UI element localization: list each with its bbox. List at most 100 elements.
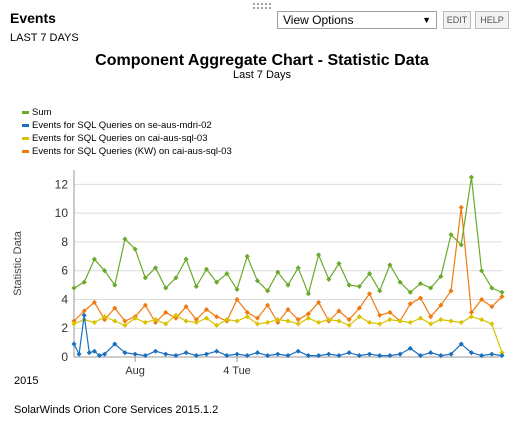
data-point [254,278,260,284]
data-point [448,318,454,324]
data-point [305,353,311,359]
data-point [316,319,322,326]
data-point [275,269,281,275]
data-point [102,351,108,357]
data-point [336,318,342,324]
data-point [275,319,281,326]
data-point [458,204,464,210]
data-point [91,319,97,326]
y-tick-label: 4 [61,292,68,306]
data-point [295,348,301,354]
year-label: 2015 [14,375,39,387]
legend-swatch [22,124,29,127]
resource-subtitle: LAST 7 DAYS [10,32,79,44]
data-point [81,279,87,285]
data-point [438,353,444,359]
data-point [387,309,393,315]
legend-label: Events for SQL Queries (KW) on cai-aus-s… [32,146,232,157]
edit-button[interactable]: EDIT [443,11,471,29]
data-point [346,350,352,356]
data-point [366,351,373,357]
data-point [163,321,169,327]
data-point [326,351,332,357]
data-point [122,318,128,324]
data-point [244,253,250,259]
data-point [499,289,505,295]
data-point [295,265,301,271]
data-point [224,271,230,277]
data-point [448,232,454,238]
data-point [152,317,159,323]
data-point [234,351,240,357]
data-point [81,308,87,314]
data-point [224,353,230,359]
data-point [336,308,342,314]
data-point [366,291,373,297]
data-point [275,317,281,323]
legend-swatch [22,150,29,153]
data-point [489,351,495,357]
data-point [203,351,210,357]
data-point [316,252,322,258]
view-options-dropdown[interactable]: View Options ▼ [277,11,437,29]
data-point [336,260,342,267]
data-point [417,315,424,321]
data-point [234,296,240,303]
drag-handle[interactable] [252,2,272,10]
data-point [397,351,403,357]
data-point [183,256,189,262]
data-point [448,351,454,357]
data-point [203,306,210,313]
data-point [295,321,301,327]
data-point [387,353,393,359]
data-point [244,314,250,320]
data-point [193,283,199,290]
data-point [479,317,485,323]
data-point [132,246,138,252]
data-point [417,281,424,287]
data-point [468,350,474,356]
data-point [499,350,505,356]
y-tick-label: 10 [55,206,69,220]
data-point [224,317,230,323]
data-point [407,319,413,326]
data-point [356,314,362,320]
data-point [489,285,495,291]
data-point [499,353,505,359]
data-point [438,302,444,308]
series-line [73,314,503,357]
data-point [173,312,179,318]
data-point [356,353,362,359]
data-point [407,301,413,307]
data-point [316,299,322,305]
legend-item[interactable]: Events for SQL Queries on cai-aus-sql-03 [22,132,232,145]
chart-legend: Sum Events for SQL Queries on se-aus-mdr… [22,106,232,158]
legend-item[interactable]: Sum [22,106,232,119]
data-point [254,315,260,321]
data-point [377,288,383,294]
data-point [265,319,271,326]
data-point [163,309,169,315]
data-point [397,279,403,285]
data-point [397,318,403,324]
data-point [91,256,97,262]
data-point [142,275,148,281]
data-point [203,266,210,272]
data-point [438,273,444,279]
data-point [448,288,454,294]
data-point [96,353,103,359]
chart-title: Component Aggregate Chart - Statistic Da… [95,52,429,69]
help-button[interactable]: HELP [475,11,509,29]
data-point [326,276,332,282]
data-point [244,309,250,315]
data-point [458,242,464,248]
data-point [458,341,464,347]
data-point [387,317,393,323]
legend-label: Sum [32,107,52,118]
legend-item[interactable]: Events for SQL Queries on se-aus-mdri-02 [22,119,232,132]
legend-item[interactable]: Events for SQL Queries (KW) on cai-aus-s… [22,145,232,158]
data-point [71,341,77,347]
data-point [275,351,281,357]
data-point [71,285,77,291]
